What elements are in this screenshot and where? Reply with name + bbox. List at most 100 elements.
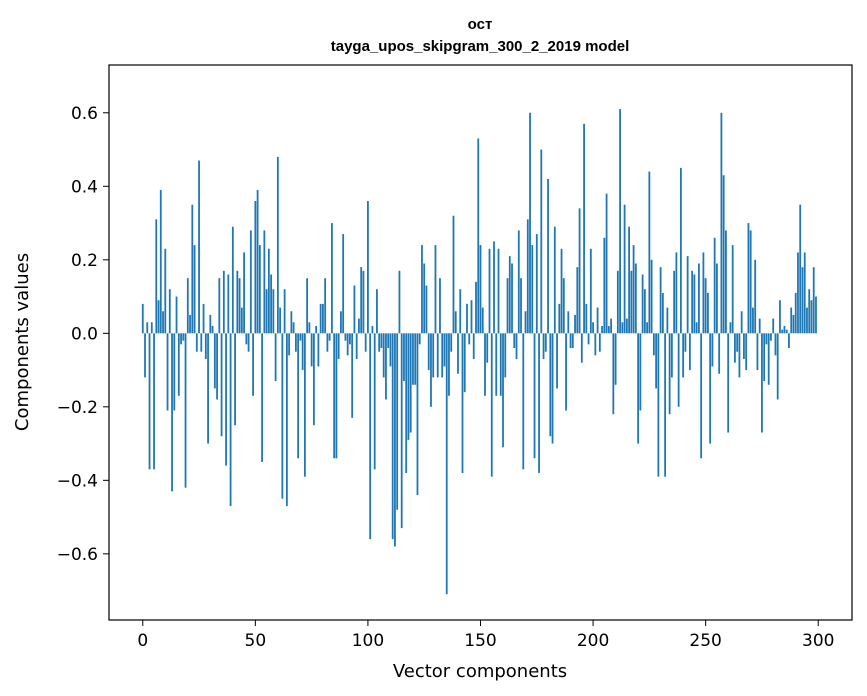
bar xyxy=(238,278,241,334)
bar xyxy=(511,263,513,334)
bar xyxy=(643,289,646,334)
bar xyxy=(400,333,403,529)
x-tick-label: 100 xyxy=(352,631,384,651)
bar xyxy=(547,178,549,334)
bar xyxy=(198,160,200,334)
bar xyxy=(319,303,322,334)
bar xyxy=(448,333,450,396)
bar xyxy=(736,333,739,352)
bar xyxy=(497,248,500,334)
bar xyxy=(146,322,149,334)
bar xyxy=(432,333,435,378)
bar xyxy=(439,278,441,334)
bar xyxy=(788,333,790,349)
bar xyxy=(367,200,369,334)
bar xyxy=(495,333,498,396)
bar xyxy=(585,303,588,334)
bar xyxy=(639,333,642,411)
bar xyxy=(580,333,583,363)
bar xyxy=(720,112,723,334)
bar xyxy=(281,333,284,499)
bar xyxy=(328,333,331,341)
bar xyxy=(218,278,221,334)
bar xyxy=(189,314,191,334)
bar xyxy=(515,333,518,360)
bar xyxy=(799,204,802,334)
bar xyxy=(315,325,318,334)
bar xyxy=(360,267,363,334)
bar xyxy=(258,245,261,334)
bar xyxy=(734,333,736,363)
bar xyxy=(524,311,527,334)
bar xyxy=(619,109,621,334)
bar xyxy=(754,259,757,334)
bar xyxy=(648,171,651,334)
bar xyxy=(603,237,606,334)
bar xyxy=(540,149,543,334)
bar xyxy=(772,318,775,334)
bar xyxy=(186,278,189,334)
bar xyxy=(553,226,556,334)
bar xyxy=(283,289,286,334)
bar xyxy=(436,333,439,378)
bar xyxy=(628,226,630,334)
bar xyxy=(306,278,309,334)
bar xyxy=(713,237,716,334)
bar xyxy=(157,300,160,334)
bar xyxy=(270,274,273,334)
bar xyxy=(382,333,385,378)
bar xyxy=(376,289,378,334)
bar xyxy=(144,333,146,378)
bar xyxy=(682,333,685,378)
bar xyxy=(634,263,637,334)
bar xyxy=(675,252,678,334)
bar xyxy=(756,333,759,371)
bar xyxy=(387,333,390,349)
bar xyxy=(364,333,367,352)
y-tick-label: 0.4 xyxy=(71,177,98,197)
bar xyxy=(544,333,547,352)
bar xyxy=(168,289,171,334)
bar xyxy=(506,278,509,334)
bar xyxy=(331,223,333,334)
bar xyxy=(684,333,687,352)
bar xyxy=(612,333,615,415)
bar xyxy=(209,314,212,334)
bar xyxy=(806,307,808,334)
bar xyxy=(292,322,295,334)
bar xyxy=(587,333,590,345)
bar xyxy=(171,333,173,492)
bar xyxy=(288,333,291,356)
bar xyxy=(677,333,680,407)
bar xyxy=(704,278,707,334)
bar xyxy=(457,333,459,374)
bar xyxy=(468,333,471,345)
bar xyxy=(454,311,457,334)
bar xyxy=(779,300,781,334)
bar xyxy=(621,322,624,334)
bar xyxy=(533,333,536,459)
bar xyxy=(225,333,227,466)
bar xyxy=(450,333,453,352)
bar xyxy=(693,274,696,334)
bar xyxy=(240,307,243,334)
bar xyxy=(632,245,635,334)
bar xyxy=(279,307,282,334)
bar xyxy=(207,333,209,444)
bar xyxy=(607,325,610,334)
bar xyxy=(740,311,743,334)
bar xyxy=(452,215,455,334)
bar xyxy=(538,333,540,473)
bar xyxy=(657,333,660,477)
y-tick-label: 0.0 xyxy=(71,324,98,344)
bar xyxy=(810,300,813,334)
bar xyxy=(312,333,315,426)
bar xyxy=(340,311,342,334)
y-tick-label: 0.6 xyxy=(71,104,98,124)
bar xyxy=(204,333,207,360)
bar xyxy=(252,333,254,396)
bar xyxy=(641,274,644,334)
bar xyxy=(716,263,718,334)
bar xyxy=(522,333,525,470)
